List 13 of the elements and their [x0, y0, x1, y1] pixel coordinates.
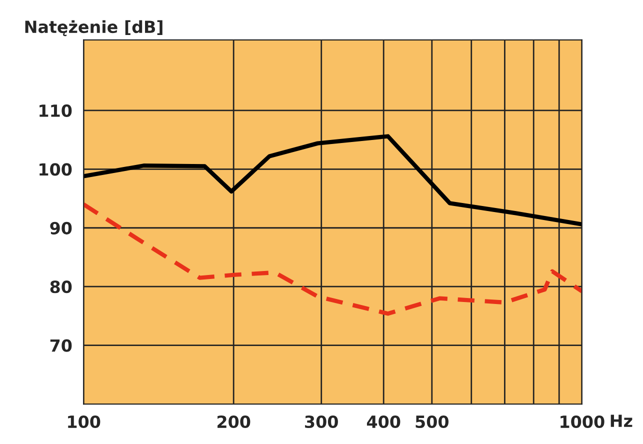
y-tick-label: 90 [50, 222, 72, 234]
x-tick-label: 100 [68, 415, 100, 428]
x-tick-label: 300 [305, 415, 338, 428]
x-tick-label: 500 [416, 415, 449, 428]
y-tick-label: 70 [50, 339, 72, 352]
x-tick-label: 200 [218, 415, 250, 428]
y-tick-label: 80 [50, 280, 72, 294]
y-axis-title: Natężenie [dB] [25, 20, 162, 36]
y-tick-label: 110 [40, 104, 72, 117]
y-tick-label: 100 [40, 163, 72, 176]
x-tick-label: 1000 [560, 415, 604, 428]
x-tick-label: 400 [366, 415, 400, 428]
x-axis-title: Hz [610, 414, 632, 427]
